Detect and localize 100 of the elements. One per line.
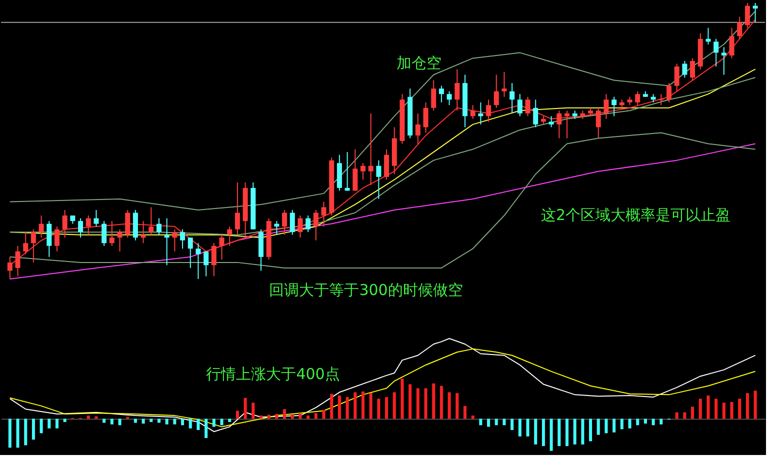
candlestick [666, 82, 672, 103]
bar [204, 418, 208, 438]
bar [604, 418, 608, 434]
bar [589, 418, 592, 442]
bar [714, 398, 718, 419]
candlestick [446, 90, 452, 106]
bar [754, 390, 757, 419]
bar [16, 418, 20, 448]
candlestick [298, 215, 303, 238]
candlestick [556, 110, 562, 139]
candlestick [431, 80, 436, 112]
bar [408, 384, 412, 419]
candlestick [78, 218, 84, 238]
bar [596, 418, 600, 435]
bar [706, 395, 710, 419]
candlestick [604, 94, 609, 120]
bar [354, 392, 357, 419]
bar [730, 402, 734, 419]
bar [236, 410, 239, 419]
candlestick [423, 102, 428, 134]
candlestick [109, 220, 114, 246]
candlestick [62, 210, 68, 238]
bar [463, 406, 466, 419]
candlestick [172, 228, 178, 252]
bar [636, 418, 640, 426]
candlestick [721, 46, 726, 76]
candlestick [140, 220, 146, 244]
annotation: 加仓空 [396, 54, 442, 72]
candlestick [438, 85, 444, 103]
bar [181, 418, 184, 426]
bar [48, 418, 51, 428]
bar [338, 395, 341, 419]
bar [63, 418, 66, 422]
bar [746, 393, 749, 419]
candlestick [360, 162, 366, 180]
candlestick [525, 96, 530, 117]
candlestick [234, 182, 240, 236]
candlestick [274, 220, 280, 236]
candlestick [313, 210, 318, 241]
bar [392, 392, 396, 419]
text: 回调大于等于300的时候做空 [269, 281, 463, 299]
candlestick [219, 234, 224, 260]
candlestick [478, 102, 484, 125]
candlestick [564, 110, 570, 139]
bar [377, 398, 380, 419]
candlestick [548, 116, 554, 128]
bar [487, 418, 490, 427]
bar [502, 418, 506, 426]
bar [306, 416, 310, 419]
candlestick [352, 148, 358, 192]
bar [346, 397, 349, 419]
bar [456, 393, 459, 419]
annotation: 这2个区域大概率是可以止盈 [541, 206, 731, 224]
bar [94, 416, 98, 419]
candlestick [658, 94, 664, 106]
bar [267, 414, 270, 419]
bar [479, 418, 482, 426]
candlestick [517, 94, 522, 117]
bar [400, 378, 404, 419]
bar [220, 418, 224, 426]
bar [290, 414, 294, 419]
bar [188, 418, 192, 428]
candlestick [188, 237, 193, 268]
bar [361, 391, 364, 419]
candlestick [368, 112, 374, 186]
bar [252, 402, 255, 419]
candlestick [470, 104, 476, 120]
bar [322, 410, 326, 419]
candlestick [282, 210, 288, 236]
candlestick [384, 148, 390, 180]
bar [8, 418, 12, 448]
bar [228, 418, 232, 422]
candlestick [612, 96, 617, 117]
bar [448, 392, 451, 419]
bar [24, 418, 28, 446]
candlestick [30, 228, 36, 263]
bar [330, 394, 334, 419]
bar [471, 416, 474, 419]
bar [385, 397, 388, 419]
bar [118, 418, 122, 426]
bar [110, 418, 114, 424]
bar [518, 418, 522, 436]
bar [534, 418, 538, 444]
bar [660, 418, 663, 424]
candlestick [510, 82, 515, 114]
bar [56, 418, 58, 428]
candlestick [752, 2, 758, 23]
candlestick [729, 27, 734, 59]
bar [424, 388, 428, 419]
bar [142, 418, 145, 424]
bar [738, 398, 742, 419]
bar [558, 418, 561, 446]
candlestick [415, 112, 420, 144]
bar [298, 413, 302, 419]
bar [628, 418, 632, 428]
candlestick [376, 160, 382, 200]
bar [612, 418, 616, 432]
bar [675, 412, 678, 419]
candlestick [196, 242, 201, 280]
bar [32, 418, 35, 440]
